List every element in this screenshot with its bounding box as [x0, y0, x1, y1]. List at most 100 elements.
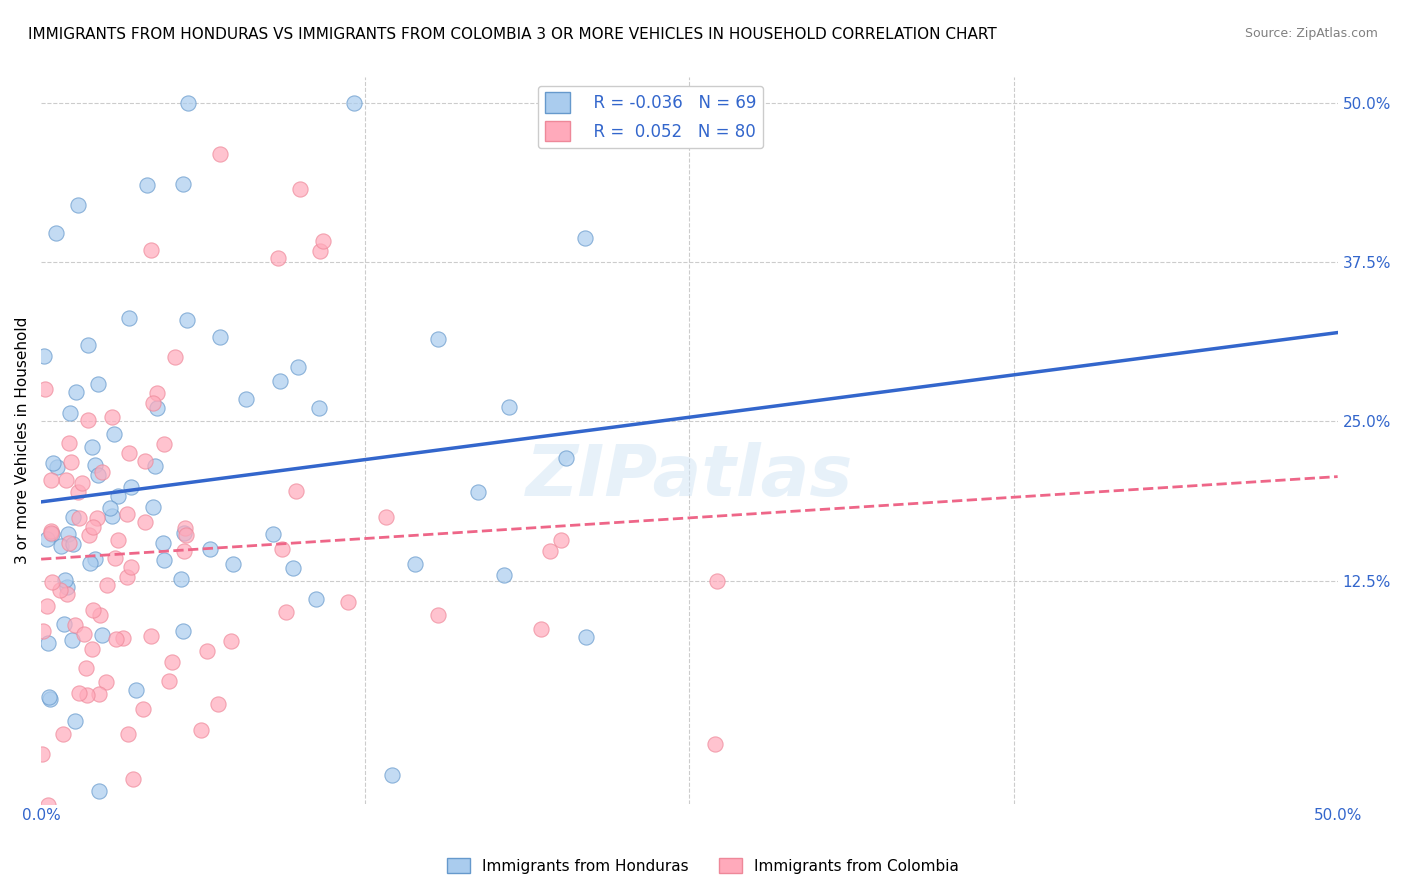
- Point: [336, 595, 359, 609]
- Point: [76, 689, 98, 703]
- Point: [426, 332, 449, 346]
- Point: [122, 772, 145, 786]
- Point: [117, 727, 139, 741]
- Point: [107, 533, 129, 548]
- Point: [165, 350, 187, 364]
- Point: [162, 655, 184, 669]
- Text: Source: ZipAtlas.com: Source: ZipAtlas.com: [1244, 27, 1378, 40]
- Point: [34, 382, 56, 396]
- Point: [131, 702, 153, 716]
- Point: [86, 468, 108, 483]
- Point: [153, 553, 176, 567]
- Point: [550, 533, 572, 548]
- Point: [59, 405, 82, 419]
- Point: [274, 606, 297, 620]
- Point: [100, 409, 122, 424]
- Point: [380, 767, 402, 781]
- Point: [703, 737, 725, 751]
- Point: [39, 473, 62, 487]
- Point: [82, 520, 104, 534]
- Point: [117, 570, 139, 584]
- Point: [142, 500, 165, 515]
- Point: [125, 683, 148, 698]
- Point: [55, 473, 77, 487]
- Point: [82, 603, 104, 617]
- Point: [467, 485, 489, 500]
- Point: [41, 526, 63, 541]
- Point: [540, 543, 562, 558]
- Point: [170, 572, 193, 586]
- Point: [190, 723, 212, 738]
- Point: [32, 624, 55, 639]
- Text: ZIPatlas: ZIPatlas: [526, 442, 853, 511]
- Point: [49, 582, 72, 597]
- Point: [173, 526, 195, 541]
- Point: [575, 630, 598, 644]
- Point: [67, 510, 90, 524]
- Point: [52, 727, 75, 741]
- Point: [554, 451, 576, 466]
- Point: [98, 500, 121, 515]
- Point: [176, 313, 198, 327]
- Point: [262, 527, 284, 541]
- Point: [498, 401, 520, 415]
- Point: [77, 413, 100, 427]
- Point: [209, 330, 232, 344]
- Point: [83, 551, 105, 566]
- Point: [208, 147, 231, 161]
- Point: [174, 521, 197, 535]
- Point: [34, 349, 56, 363]
- Point: [96, 578, 118, 592]
- Point: [285, 484, 308, 499]
- Point: [343, 95, 366, 110]
- Point: [139, 628, 162, 642]
- Point: [136, 178, 159, 193]
- Point: [173, 543, 195, 558]
- Point: [267, 251, 290, 265]
- Point: [219, 634, 242, 648]
- Point: [46, 459, 69, 474]
- Point: [152, 536, 174, 550]
- Point: [39, 524, 62, 539]
- Point: [118, 311, 141, 326]
- Point: [72, 626, 94, 640]
- Point: [56, 580, 79, 594]
- Point: [63, 618, 86, 632]
- Point: [195, 644, 218, 658]
- Point: [89, 784, 111, 798]
- Point: [86, 377, 108, 392]
- Point: [142, 396, 165, 410]
- Point: [35, 599, 58, 613]
- Point: [38, 690, 60, 704]
- Point: [574, 230, 596, 244]
- Point: [288, 182, 311, 196]
- Point: [62, 537, 84, 551]
- Point: [312, 234, 335, 248]
- Point: [269, 374, 291, 388]
- Y-axis label: 3 or more Vehicles in Household: 3 or more Vehicles in Household: [15, 317, 30, 565]
- Point: [69, 685, 91, 699]
- Point: [426, 607, 449, 622]
- Point: [157, 673, 180, 688]
- Point: [141, 244, 163, 258]
- Point: [221, 558, 243, 572]
- Point: [58, 436, 80, 450]
- Point: [87, 687, 110, 701]
- Point: [56, 526, 79, 541]
- Point: [96, 675, 118, 690]
- Point: [62, 510, 84, 524]
- Point: [235, 392, 257, 406]
- Point: [82, 440, 104, 454]
- Point: [198, 541, 221, 556]
- Point: [177, 95, 200, 110]
- Point: [76, 338, 98, 352]
- Point: [31, 747, 53, 762]
- Point: [172, 624, 194, 638]
- Point: [42, 457, 65, 471]
- Point: [152, 437, 174, 451]
- Point: [112, 631, 135, 645]
- Point: [115, 507, 138, 521]
- Point: [120, 560, 142, 574]
- Point: [37, 798, 59, 813]
- Point: [77, 527, 100, 541]
